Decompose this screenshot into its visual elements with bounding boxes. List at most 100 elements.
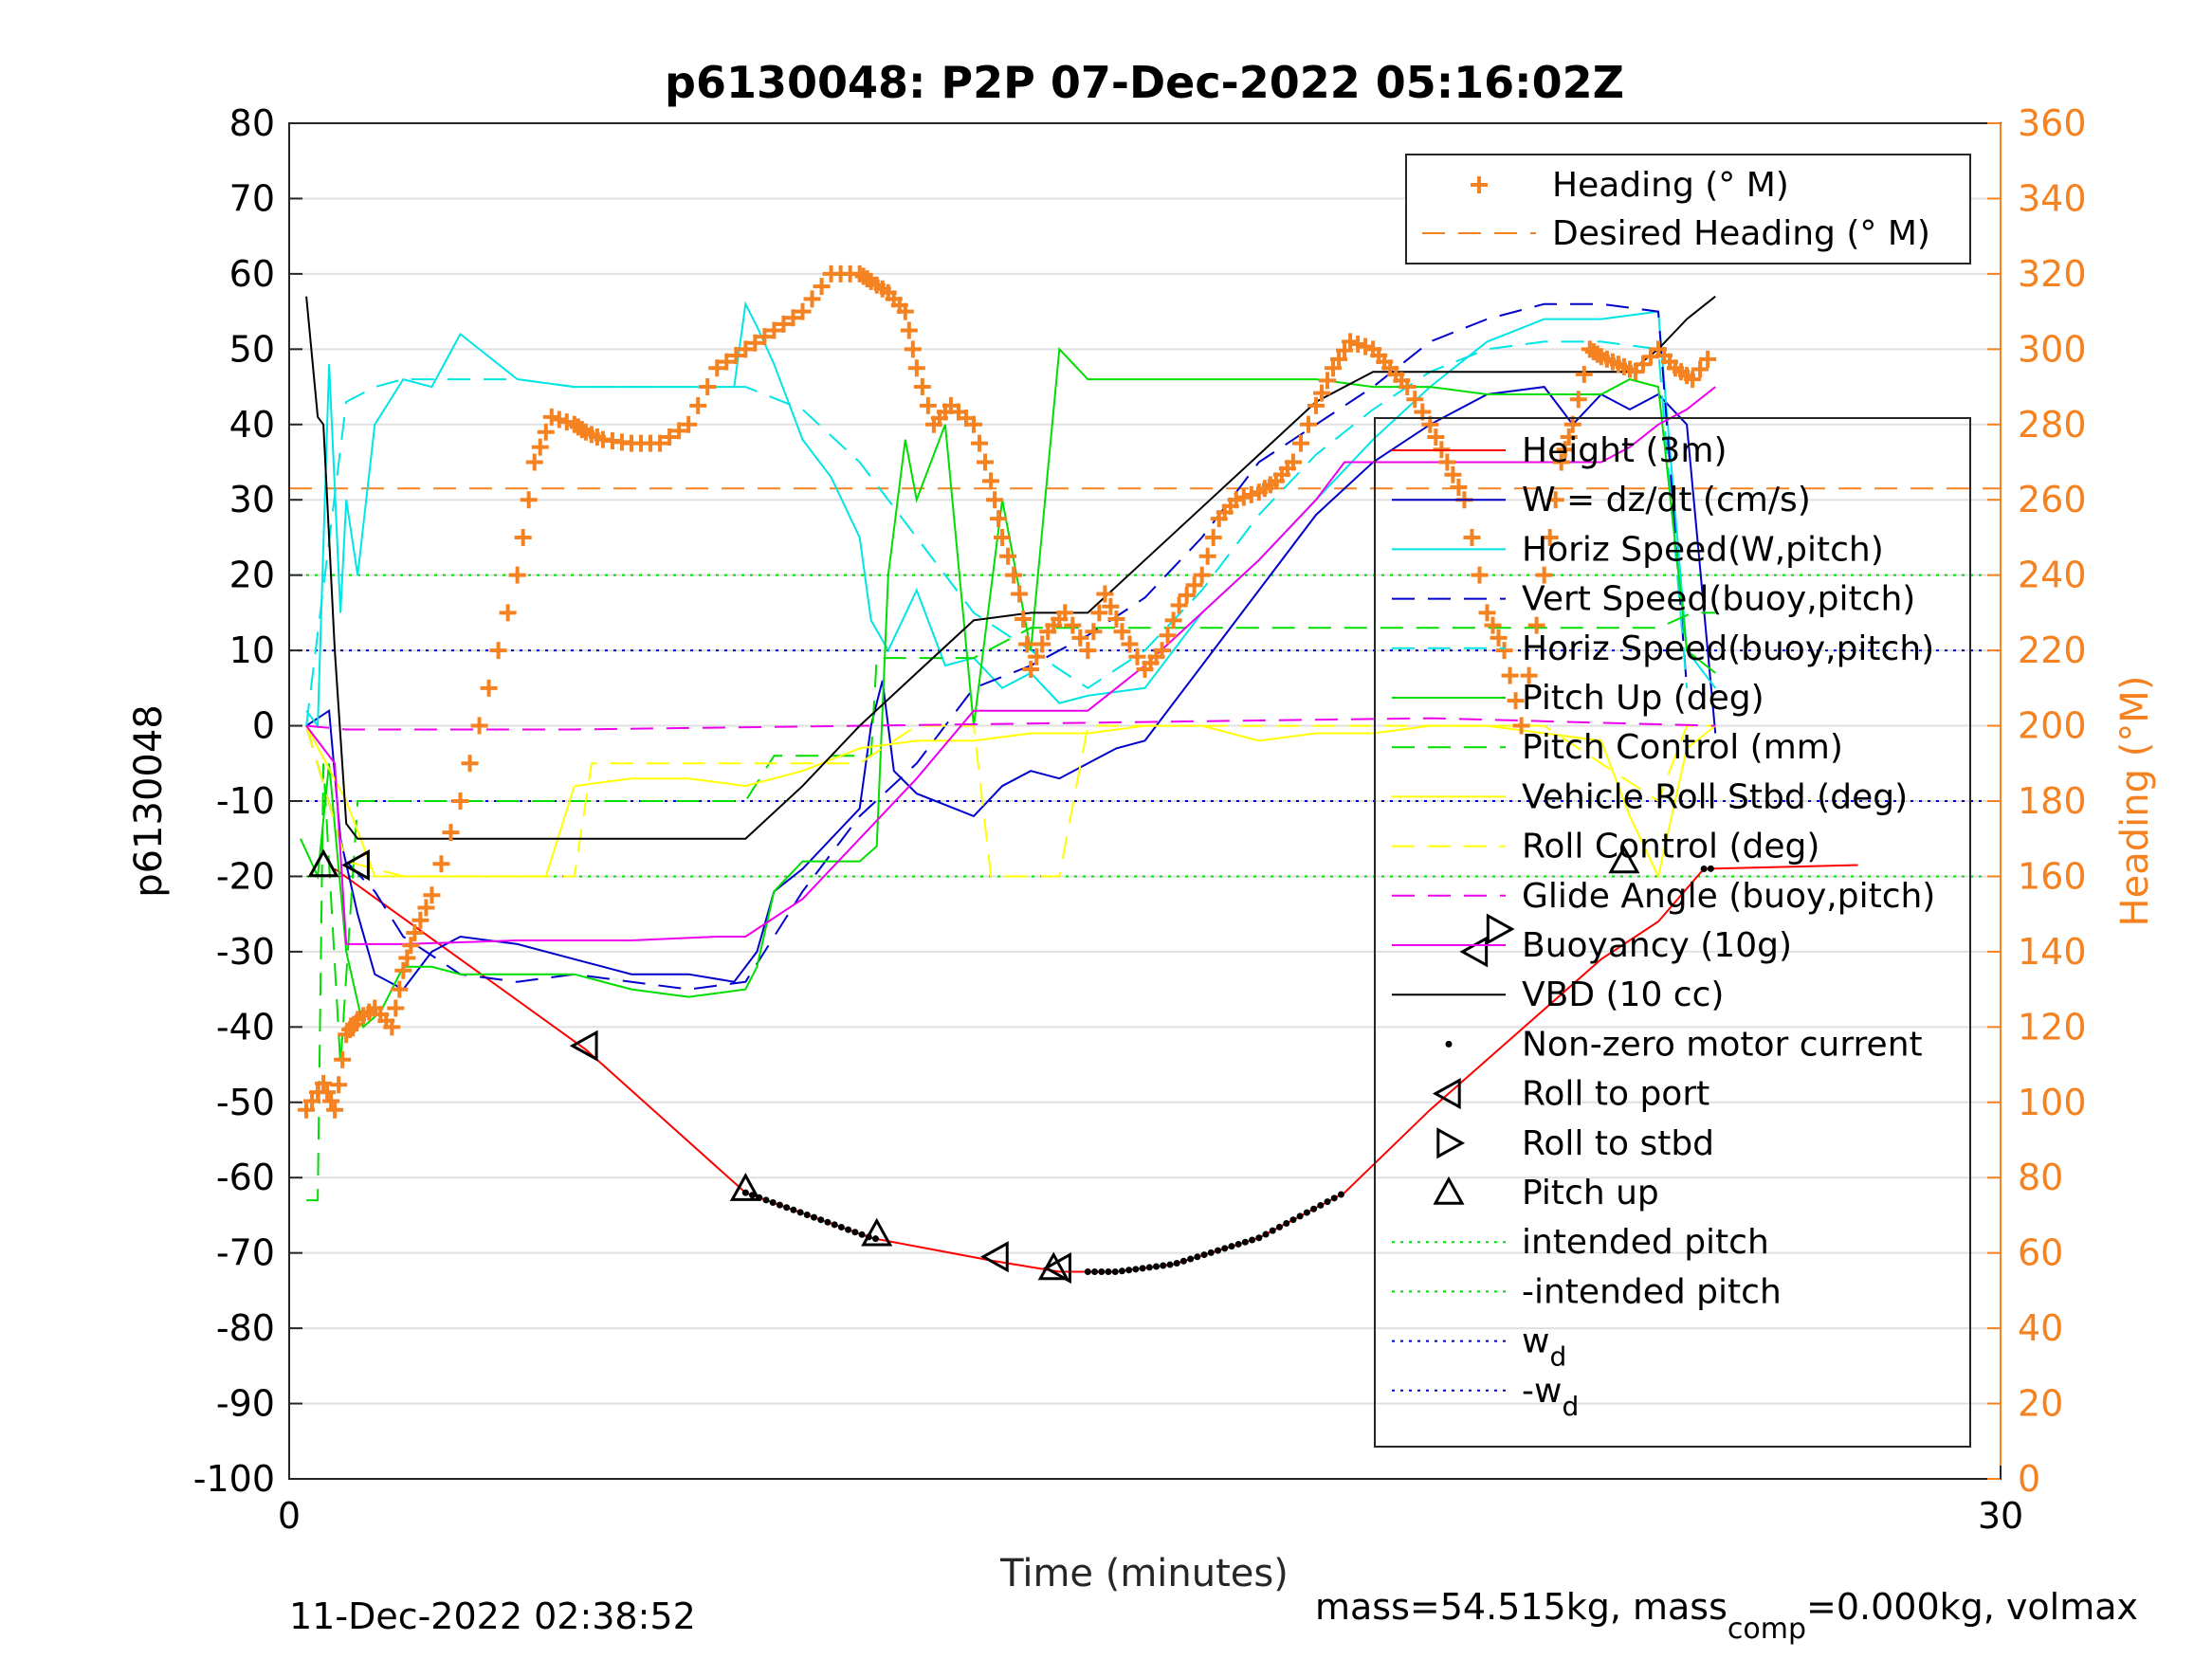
y-tick-label: -40 [216, 1006, 275, 1048]
heading-point [1185, 576, 1203, 594]
heading-point [919, 396, 937, 414]
heading-point [1691, 360, 1709, 378]
legend-entry: Glide Angle (buoy,pitch) [1392, 877, 1935, 916]
heading-point [1699, 350, 1717, 368]
y2-tick-label: 300 [2018, 328, 2087, 370]
motor-current-dot [1139, 1265, 1146, 1272]
motor-current-dot [796, 1209, 804, 1216]
heading-point [1575, 365, 1593, 383]
motor-current-dot [824, 1218, 832, 1226]
heading-point [1121, 635, 1139, 653]
heading-point [315, 1074, 333, 1092]
heading-point [1113, 623, 1131, 641]
heading-point [1198, 547, 1216, 565]
y-tick-label: -10 [216, 780, 275, 822]
motor-current-dot [1330, 1194, 1338, 1202]
heading-point [330, 1076, 348, 1094]
heading-point [775, 315, 793, 333]
motor-current-dot [1194, 1253, 1201, 1261]
legend-entry: Pitch Control (mm) [1392, 728, 1843, 767]
heading-point [1299, 415, 1317, 433]
motor-current-dot [1221, 1245, 1229, 1252]
legend-label: Heading (° M) [1552, 166, 1789, 205]
heading-point [550, 410, 568, 428]
heading-point [480, 679, 498, 697]
motor-current-dot [1125, 1267, 1133, 1274]
heading-point [680, 415, 698, 433]
y2-tick-label: 80 [2018, 1157, 2063, 1198]
motor-current-dot [858, 1231, 866, 1238]
y2-tick-label: 100 [2018, 1082, 2087, 1123]
heading-point [391, 980, 409, 998]
motor-current-dot [872, 1235, 880, 1243]
legend-label: intended pitch [1522, 1223, 1769, 1262]
series-horiz-speed-buoy-pitch [305, 340, 1689, 726]
motor-current-dot [1707, 865, 1714, 872]
motor-current-dot [1269, 1227, 1276, 1234]
heading-point [442, 824, 460, 842]
legend-sample [1432, 1078, 1461, 1110]
legend-label: Roll Control (deg) [1522, 828, 1819, 866]
heading-point [303, 1092, 321, 1110]
motor-current-dot [1310, 1205, 1318, 1212]
motor-current-dot [762, 1196, 770, 1204]
legend-entry: Vert Speed(buoy,pitch) [1392, 580, 1915, 619]
heading-point [999, 547, 1017, 565]
heading-point [1336, 341, 1354, 359]
series-vbd-10-cc [305, 295, 1716, 840]
heading-point [1159, 627, 1177, 645]
heading-point [470, 717, 488, 735]
heading-point [1495, 642, 1513, 660]
legend-entry: Roll Control (deg) [1392, 828, 1819, 866]
heading-point [1507, 692, 1525, 710]
y-tick-label: 10 [229, 629, 275, 671]
heading-point [1193, 566, 1211, 584]
x-tick-label: 0 [278, 1495, 301, 1537]
heading-point [398, 949, 416, 967]
motor-current-dot [1262, 1231, 1270, 1238]
legend-sample [1433, 1176, 1465, 1205]
heading-point [1490, 629, 1508, 647]
heading-point [537, 423, 555, 441]
heading-point [1478, 604, 1496, 622]
heading-point [417, 899, 435, 917]
heading-point [461, 755, 479, 773]
legend-label: Buoyancy (10g) [1522, 926, 1792, 965]
motor-current-dot [831, 1221, 838, 1229]
motor-current-dot [1098, 1268, 1106, 1276]
y-tick-label: 0 [252, 705, 275, 747]
footer-mass: mass=54.515kg, masscomp=0.000kg, volmax [1315, 1586, 2138, 1646]
motor-current-dot [1118, 1267, 1125, 1275]
heading-point [727, 346, 745, 364]
heading-point [803, 290, 821, 308]
legend-label: -wd [1522, 1372, 1579, 1422]
motor-current-dot [817, 1216, 825, 1224]
y-tick-label: 60 [229, 253, 275, 295]
heading-point [1015, 611, 1033, 629]
heading-point [718, 353, 736, 371]
legend-entry: Pitch up [1433, 1174, 1659, 1212]
heading-point [907, 359, 925, 377]
heading-point [1569, 391, 1587, 409]
heading-point [319, 1084, 337, 1102]
legend-entry: Heading (° M) [1471, 166, 1789, 205]
x-axis-label: Time (minutes) [999, 1552, 1289, 1595]
heading-point [765, 321, 783, 339]
heading-point [394, 961, 412, 979]
legend-label: -intended pitch [1522, 1272, 1782, 1311]
y-tick-label: 20 [229, 555, 275, 596]
heading-point [1484, 616, 1502, 634]
heading-point [326, 1101, 344, 1119]
heading-point [1349, 336, 1367, 354]
legend-entry: Roll to stbd [1436, 1124, 1714, 1163]
heading-point [558, 413, 576, 431]
series-heading-m [298, 264, 1717, 1119]
legend-label: Vehicle Roll Stbd (deg) [1522, 777, 1908, 816]
legend-entry: Horiz Speed(W,pitch) [1392, 530, 1884, 569]
y-tick-label: 30 [229, 479, 275, 520]
heading-point [1307, 396, 1325, 414]
y2-tick-label: 20 [2018, 1383, 2063, 1425]
y-tick-label: -30 [216, 931, 275, 973]
motor-current-dot [1187, 1255, 1195, 1263]
pitch-up-marker [729, 1173, 761, 1201]
